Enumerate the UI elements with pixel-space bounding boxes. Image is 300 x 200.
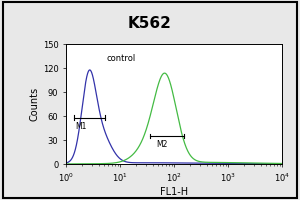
X-axis label: FL1-H: FL1-H bbox=[160, 187, 188, 197]
Text: M2: M2 bbox=[156, 140, 168, 149]
Text: control: control bbox=[106, 54, 136, 63]
Text: M1: M1 bbox=[76, 122, 87, 131]
Text: K562: K562 bbox=[128, 16, 172, 31]
Y-axis label: Counts: Counts bbox=[30, 87, 40, 121]
